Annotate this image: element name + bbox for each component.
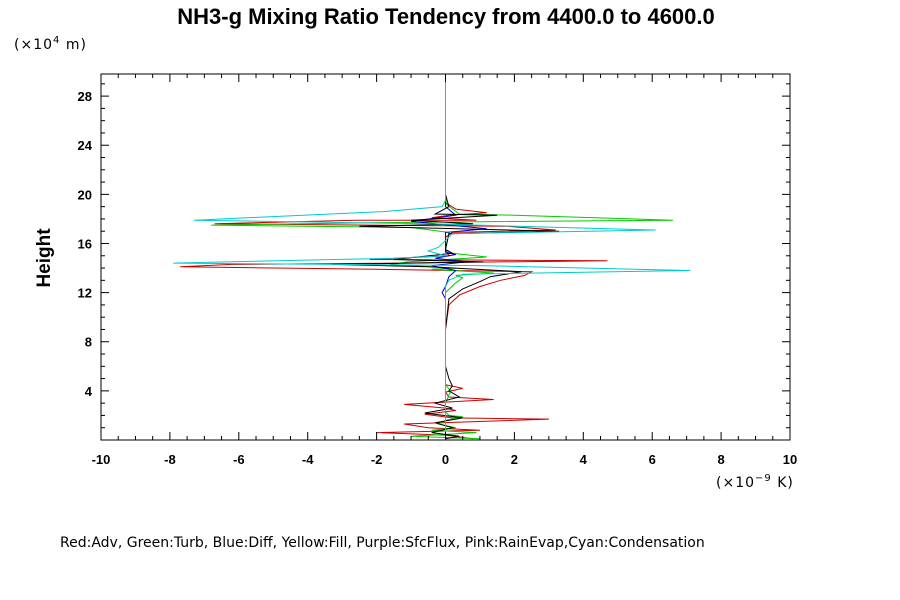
y-tick-label: 16 [78,236,92,251]
series-line-adv [180,74,608,440]
y-axis-title: Height [34,228,55,288]
legend: Red:Adv, Green:Turb, Blue:Diff, Yellow:F… [60,535,705,551]
x-unit-label: (×10−9 K) [716,473,794,491]
series-layer [173,74,691,440]
y-tick-label: 24 [78,138,93,153]
x-tick-label: 4 [580,452,588,467]
y-tick-label: 12 [78,286,92,301]
y-tick-label: 8 [85,335,92,350]
x-tick-label: 10 [783,452,797,467]
series-line-condensation [173,74,691,439]
y-tick-label: 28 [78,89,92,104]
x-tick-label: -6 [233,452,245,467]
x-tick-label: 8 [717,452,724,467]
x-tick-label: 0 [442,452,449,467]
x-tick-label: -10 [92,452,111,467]
x-tick-label: 2 [511,452,518,467]
x-tick-label: -2 [371,452,383,467]
x-tick-label: -8 [164,452,176,467]
x-tick-label: -4 [302,452,314,467]
y-tick-label: 4 [85,384,93,399]
chart-title: NH3-g Mixing Ratio Tendency from 4400.0 … [177,4,715,29]
y-tick-label: 20 [78,187,92,202]
x-tick-label: 6 [649,452,656,467]
y-unit-label: (×104 m) [14,35,87,53]
series-line-total [331,74,560,440]
